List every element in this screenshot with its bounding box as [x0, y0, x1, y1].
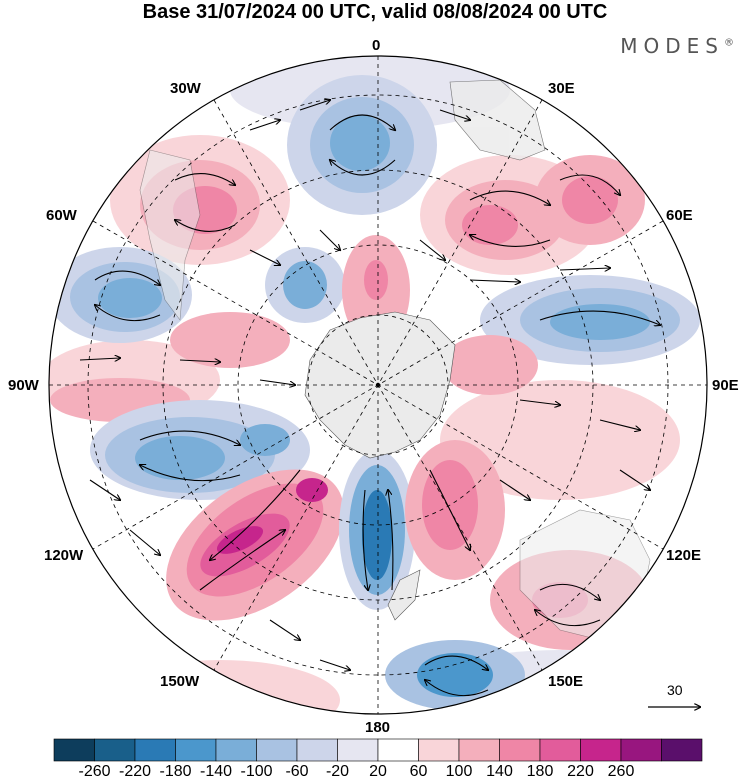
colorbar-swatch	[458, 738, 500, 762]
map-title: Base 31/07/2024 00 UTC, valid 08/08/2024…	[142, 1, 608, 23]
colorbar-swatch	[256, 738, 298, 762]
colorbar-tick-label: 220	[567, 763, 594, 780]
colorbar-swatch	[175, 738, 217, 762]
colorbar-swatch	[215, 738, 257, 762]
wind-vectors	[79, 100, 660, 697]
colorbar-tick-label: -20	[325, 763, 350, 780]
lon-label-90w: 90W	[8, 377, 39, 394]
lon-label-120w: 120W	[44, 547, 84, 564]
colorbar-swatch	[337, 738, 379, 762]
reference-vector-label: 30	[667, 682, 683, 698]
colorbar-tick-label: -60	[285, 763, 309, 780]
colorbar-swatch	[661, 738, 703, 762]
colorbar-swatch	[53, 738, 95, 762]
lon-label-150w: 150W	[160, 673, 200, 690]
colorbar	[53, 738, 703, 762]
lon-label-180: 180	[365, 719, 391, 736]
lon-label-150e: 150E	[548, 673, 584, 690]
colorbar-tick-label: -260	[78, 763, 111, 780]
colorbar-swatch	[377, 738, 419, 762]
lon-label-60w: 60W	[46, 207, 77, 224]
colorbar-tick-label: -140	[199, 763, 233, 780]
colorbar-swatch	[296, 738, 338, 762]
colorbar-swatch	[418, 738, 460, 762]
colorbar-tick-label: -100	[240, 763, 273, 780]
lon-label-30w: 30W	[170, 80, 201, 97]
colorbar-swatch	[580, 738, 622, 762]
colorbar-tick-label: 100	[445, 763, 473, 780]
colorbar-swatch	[620, 738, 662, 762]
colorbar-tick-label: 260	[607, 763, 635, 780]
colorbar-swatch	[94, 738, 136, 762]
colorbar-tick-label: -220	[118, 763, 152, 780]
lon-label-0: 0	[372, 37, 381, 54]
colorbar-tick-label: 180	[526, 763, 554, 780]
colorbar-tick-label: -180	[159, 763, 192, 780]
colorbar-tick-label: 140	[486, 763, 513, 780]
colorbar-tick-label: 20	[369, 763, 387, 780]
brand-name: MODES	[620, 34, 724, 58]
colorbar-swatch	[539, 738, 581, 762]
map-boundary	[48, 55, 708, 715]
modes-logo: MODES®	[620, 34, 734, 58]
lon-label-30e: 30E	[548, 80, 575, 97]
anomaly-field	[49, 56, 707, 714]
colorbar-tick-label: 60	[409, 763, 428, 780]
brand-mark: ®	[724, 37, 734, 49]
south-pole-marker	[375, 382, 381, 388]
lon-label-60e: 60E	[666, 207, 693, 224]
lon-label-120e: 120E	[666, 547, 702, 564]
colorbar-swatch	[499, 738, 541, 762]
lon-label-90e: 90E	[712, 377, 739, 394]
colorbar-swatch	[134, 738, 176, 762]
